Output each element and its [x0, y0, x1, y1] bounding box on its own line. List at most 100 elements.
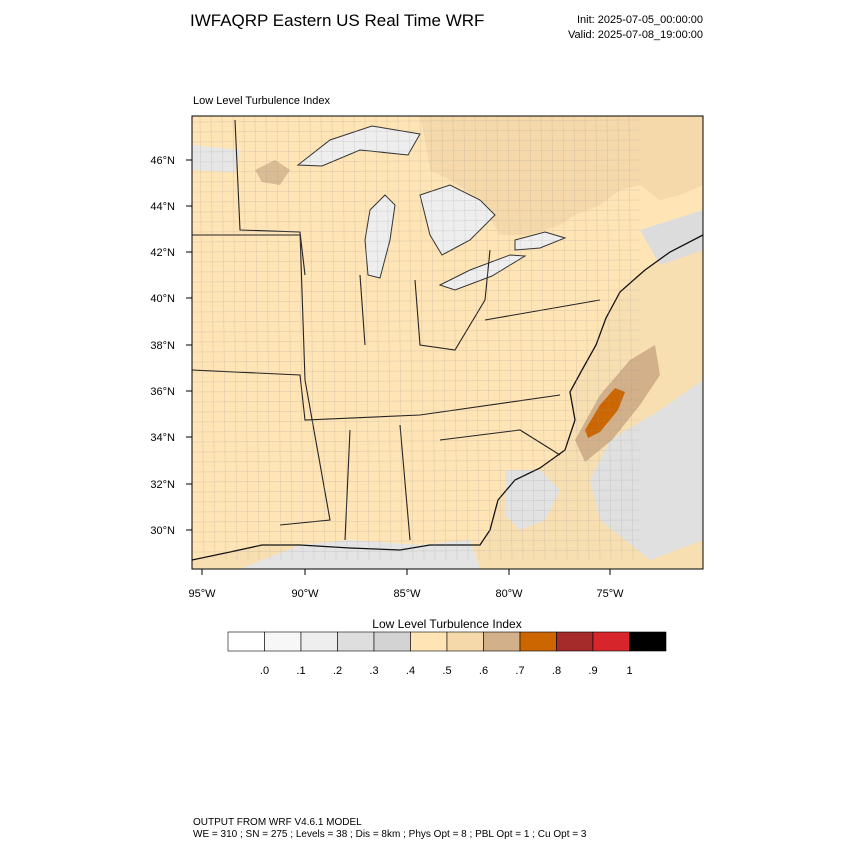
county-line — [192, 299, 641, 303]
colorbar-label: .1 — [296, 665, 305, 677]
county-line — [192, 409, 641, 413]
colorbar-title: Low Level Turbulence Index — [372, 617, 521, 631]
lat-label: 30°N — [150, 525, 175, 537]
colorbar-label: 1 — [626, 665, 632, 677]
footer-line: WE = 310 ; SN = 275 ; Levels = 38 ; Dis … — [193, 829, 587, 840]
county-line — [192, 259, 641, 263]
init-time: Init: 2025-07-05_00:00:00 — [577, 14, 703, 26]
county-line — [192, 359, 641, 363]
county-line — [192, 179, 641, 183]
county-line — [192, 219, 641, 223]
county-line — [309, 116, 315, 561]
colorbar-box — [227, 631, 265, 652]
county-line — [353, 116, 359, 561]
ocean-gray — [640, 210, 703, 265]
county-line — [192, 209, 641, 213]
county-line — [192, 159, 641, 163]
county-line — [364, 116, 370, 561]
colorbar-label: .6 — [479, 665, 488, 677]
map: 46°N 44°N 42°N 40°N 38°N 36°N 34°N 32°N 30°N 95°W… — [150, 115, 704, 600]
county-grid — [192, 116, 641, 561]
lat-label: 34°N — [150, 432, 175, 444]
lat-label: 36°N — [150, 386, 175, 398]
county-line — [265, 116, 271, 561]
county-line — [192, 319, 641, 323]
county-line — [192, 429, 641, 433]
county-line — [507, 116, 513, 561]
county-line — [192, 349, 641, 353]
county-line — [192, 539, 641, 543]
county-line — [485, 116, 491, 561]
county-line — [192, 269, 641, 273]
colorbar-label: .5 — [442, 665, 451, 677]
colorbar-label: .0 — [260, 665, 269, 677]
ocean-gray — [505, 470, 560, 530]
lake-michigan — [364, 194, 396, 279]
colorbar-label: .8 — [552, 665, 561, 677]
colorbar-box — [519, 631, 557, 652]
county-line — [243, 116, 249, 561]
county-line — [595, 116, 601, 561]
county-line — [192, 399, 641, 403]
colorbar-label: .9 — [588, 665, 597, 677]
lon-label: 80°W — [495, 588, 523, 600]
county-line — [192, 289, 641, 293]
colorbar-box — [556, 631, 594, 652]
lat-label: 42°N — [150, 247, 175, 259]
lon-label: 75°W — [596, 588, 624, 600]
county-line — [192, 479, 641, 483]
county-line — [441, 116, 447, 561]
county-line — [562, 116, 568, 561]
colorbar-box — [446, 631, 484, 652]
county-line — [192, 239, 641, 243]
lake-superior — [296, 125, 421, 167]
county-line — [192, 459, 641, 463]
county-line — [192, 129, 641, 133]
county-line — [192, 369, 641, 373]
county-line — [192, 189, 641, 193]
colorbar-box — [629, 631, 667, 652]
county-line — [192, 309, 641, 313]
county-line — [192, 379, 641, 383]
colorbar-box — [373, 631, 411, 652]
county-line — [397, 116, 403, 561]
county-line — [192, 119, 641, 123]
county-line — [518, 116, 524, 561]
county-line — [529, 116, 535, 561]
county-line — [419, 116, 425, 561]
county-line — [254, 116, 260, 561]
map-frame — [191, 115, 704, 570]
county-line — [192, 199, 641, 203]
county-line — [192, 279, 641, 283]
county-line — [210, 116, 216, 561]
colorbar-box — [337, 631, 375, 652]
footer-line: OUTPUT FROM WRF V4.6.1 MODEL — [193, 817, 362, 828]
county-line — [192, 449, 641, 453]
colorbar-label: .4 — [406, 665, 415, 677]
colorbar-box — [483, 631, 521, 652]
county-line — [192, 499, 641, 503]
lat-label: 38°N — [150, 340, 175, 352]
county-line — [192, 419, 641, 423]
axis-labels: 46°N 44°N 42°N 40°N 38°N 36°N 34°N 32°N 30°N 95°W… — [150, 155, 624, 600]
county-line — [375, 116, 381, 561]
county-line — [408, 116, 414, 561]
county-line — [199, 116, 205, 561]
county-line — [540, 116, 546, 561]
county-line — [192, 489, 641, 493]
county-line — [342, 116, 348, 561]
lat-label: 46°N — [150, 155, 175, 167]
turbulence-core — [585, 388, 625, 438]
lon-label: 85°W — [393, 588, 421, 600]
county-line — [232, 116, 238, 561]
county-line — [331, 116, 337, 561]
lake-erie — [438, 254, 527, 291]
canada — [420, 116, 703, 235]
colorbar-label: .7 — [515, 665, 524, 677]
county-line — [584, 116, 590, 561]
county-line — [452, 116, 458, 561]
colorbar: .0 .1 .2 .3 .4 .5 .6 .7 .8 .9 1 — [227, 631, 667, 677]
county-line — [192, 549, 641, 553]
county-line — [192, 329, 641, 333]
